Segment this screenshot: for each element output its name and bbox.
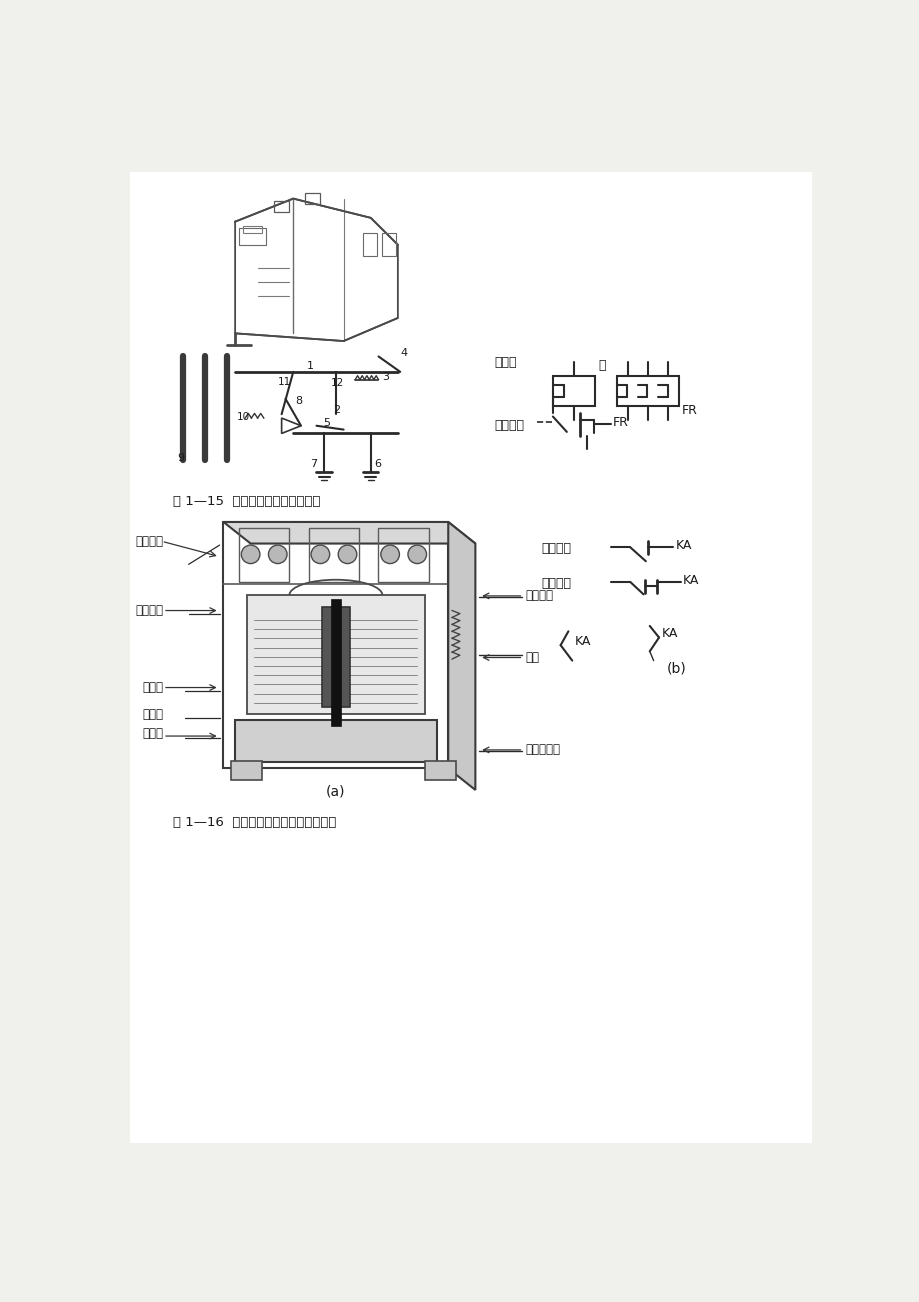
Text: 4: 4 [400, 348, 407, 358]
Text: FR: FR [612, 417, 628, 430]
Circle shape [380, 546, 399, 564]
Text: 短路环: 短路环 [142, 708, 163, 721]
Text: KA: KA [574, 635, 590, 648]
Text: 常闭触头: 常闭触头 [135, 535, 163, 548]
Polygon shape [223, 522, 475, 543]
Text: 11: 11 [278, 376, 290, 387]
Text: 图 1—15  热继电器结构及图形符号: 图 1—15 热继电器结构及图形符号 [173, 495, 321, 508]
Bar [322, 607, 349, 707]
Text: (a): (a) [325, 785, 346, 798]
Text: 常开触头: 常开触头 [540, 543, 571, 556]
Text: 6: 6 [373, 460, 380, 469]
Bar [552, 376, 595, 406]
Text: 10: 10 [236, 411, 250, 422]
Circle shape [311, 546, 329, 564]
Text: 8: 8 [295, 396, 302, 406]
Text: 1: 1 [307, 361, 314, 371]
Bar [382, 233, 396, 256]
Circle shape [241, 546, 260, 564]
Bar [309, 529, 358, 582]
Text: 常闭触头: 常闭触头 [494, 419, 524, 432]
Text: 9: 9 [176, 453, 184, 464]
Bar [239, 529, 289, 582]
Bar [331, 599, 340, 727]
Text: 图 1—16  中间继电器的结构及图形符号: 图 1—16 中间继电器的结构及图形符号 [173, 816, 336, 829]
Bar [235, 720, 437, 762]
Bar [378, 529, 428, 582]
Text: 线圈: 线圈 [525, 651, 539, 664]
Text: 3: 3 [382, 372, 389, 383]
Text: (b): (b) [666, 661, 686, 676]
Text: 复位弹簧: 复位弹簧 [525, 590, 553, 603]
Polygon shape [448, 522, 475, 790]
Text: 动铁心: 动铁心 [142, 681, 163, 694]
Text: 常开触头: 常开触头 [135, 604, 163, 617]
Bar [363, 233, 377, 256]
Bar [243, 225, 262, 233]
Bar [231, 760, 262, 780]
Text: KA: KA [682, 574, 698, 587]
Text: KA: KA [675, 539, 691, 552]
Bar [304, 193, 320, 204]
Bar [617, 376, 678, 406]
Text: 2: 2 [334, 405, 340, 415]
Circle shape [268, 546, 287, 564]
Text: 12: 12 [331, 379, 344, 388]
Circle shape [407, 546, 426, 564]
Bar [274, 201, 289, 212]
Text: FR: FR [681, 404, 697, 417]
Bar [223, 522, 448, 768]
Bar [239, 228, 266, 245]
Text: 热元件: 热元件 [494, 357, 516, 368]
Text: KA: KA [661, 628, 677, 641]
Text: 常闭触头: 常闭触头 [540, 577, 571, 590]
Text: 反作用弹簧: 反作用弹簧 [525, 743, 561, 756]
Text: 静铁心: 静铁心 [142, 728, 163, 741]
Text: 5: 5 [323, 418, 329, 427]
Text: 7: 7 [310, 460, 317, 469]
Circle shape [338, 546, 357, 564]
Bar [246, 595, 425, 715]
Text: 或: 或 [597, 359, 605, 372]
Bar [425, 760, 456, 780]
